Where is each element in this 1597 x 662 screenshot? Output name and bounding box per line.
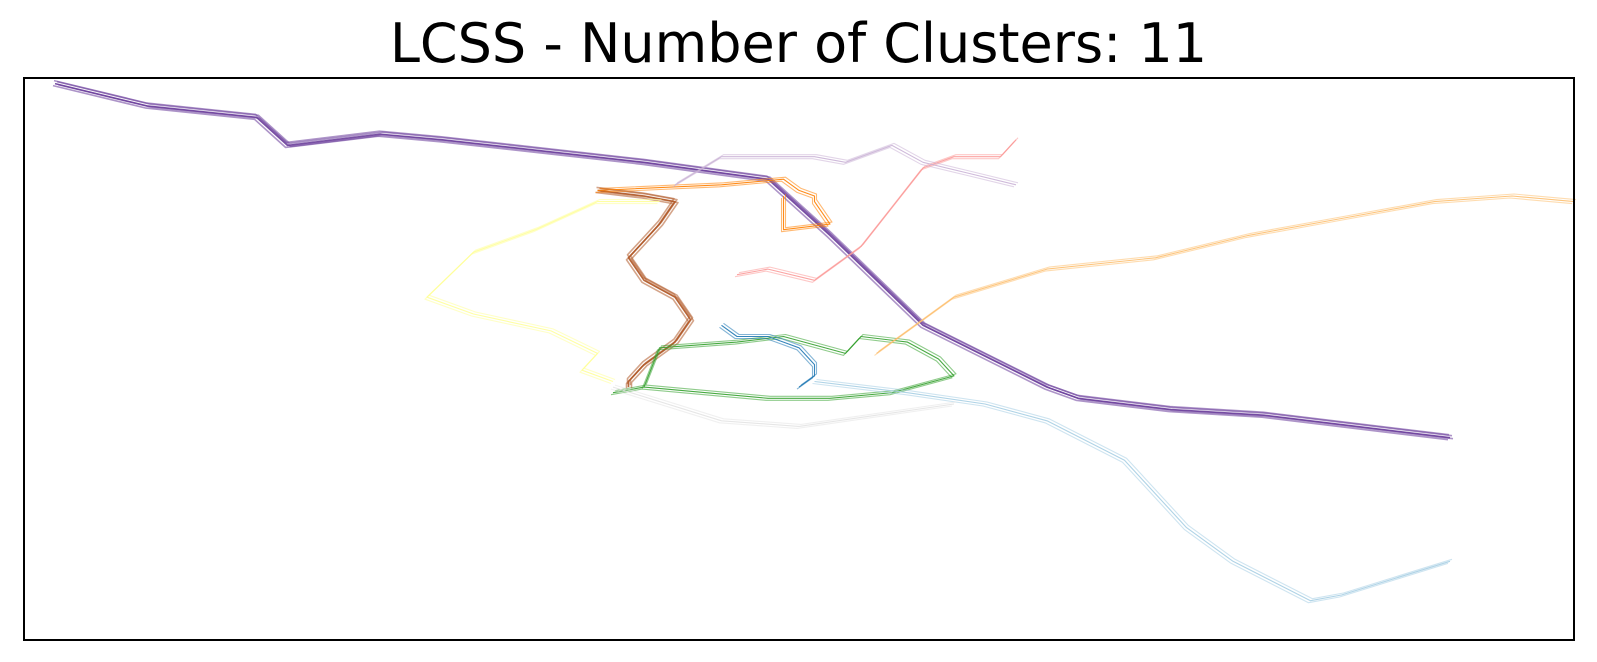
cluster-6-trajectory [878, 193, 1577, 352]
plot-frame [23, 77, 1575, 641]
cluster-9-trajectory [676, 142, 1019, 184]
cluster-5-series [812, 378, 1453, 604]
cluster-9-series [672, 142, 1019, 188]
cluster-3-trajectory [610, 337, 953, 401]
cluster-11-trajectory [614, 384, 957, 425]
cluster-8-trajectory [734, 141, 1015, 283]
series-layer [52, 79, 1577, 604]
cluster-10-trajectory [424, 203, 658, 385]
cluster-8-series [734, 137, 1019, 283]
cluster-6-trajectory [874, 197, 1573, 356]
cluster-4-trajectory [721, 324, 816, 388]
cluster-11-trajectory [612, 386, 955, 427]
cluster-8-trajectory [738, 137, 1019, 279]
cluster-1-trajectory [56, 80, 1453, 437]
cluster-3-series [610, 333, 957, 401]
cluster-7-trajectory [599, 176, 833, 229]
cluster-4-trajectory [723, 322, 818, 386]
cluster-1-trajectory [52, 84, 1449, 441]
cluster-4-trajectory [719, 326, 814, 390]
cluster-2-trajectory [597, 189, 692, 388]
cluster-9-trajectory [672, 146, 1015, 188]
cluster-6-series [874, 193, 1577, 356]
cluster-6-trajectory [876, 195, 1575, 354]
cluster-10-trajectory [426, 201, 660, 383]
cluster-3-trajectory [614, 333, 957, 397]
cluster-2-trajectory [600, 190, 695, 389]
cluster-5-trajectory [814, 380, 1451, 602]
cluster-7-trajectory [595, 180, 829, 233]
cluster-3-trajectory [612, 335, 955, 399]
cluster-2-trajectory [595, 191, 690, 390]
cluster-11-series [610, 384, 957, 429]
cluster-7-series [595, 176, 833, 233]
cluster-8-trajectory [736, 139, 1017, 281]
cluster-9-trajectory [674, 144, 1017, 186]
cluster-4-series [719, 322, 818, 390]
cluster-10-series [424, 199, 662, 385]
cluster-5-trajectory [816, 378, 1453, 600]
cluster-2-series [595, 186, 695, 390]
cluster-11-trajectory [610, 388, 953, 429]
cluster-1-trajectory [53, 79, 1450, 436]
cluster-2-trajectory [599, 187, 694, 386]
cluster-2-trajectory [596, 186, 691, 385]
cluster-1-trajectory [57, 83, 1454, 440]
cluster-7-trajectory [597, 178, 831, 231]
cluster-5-trajectory [812, 382, 1449, 604]
cluster-1-series [52, 79, 1454, 441]
cluster-1-trajectory [54, 82, 1451, 439]
chart-title: LCSS - Number of Clusters: 11 [389, 12, 1208, 75]
